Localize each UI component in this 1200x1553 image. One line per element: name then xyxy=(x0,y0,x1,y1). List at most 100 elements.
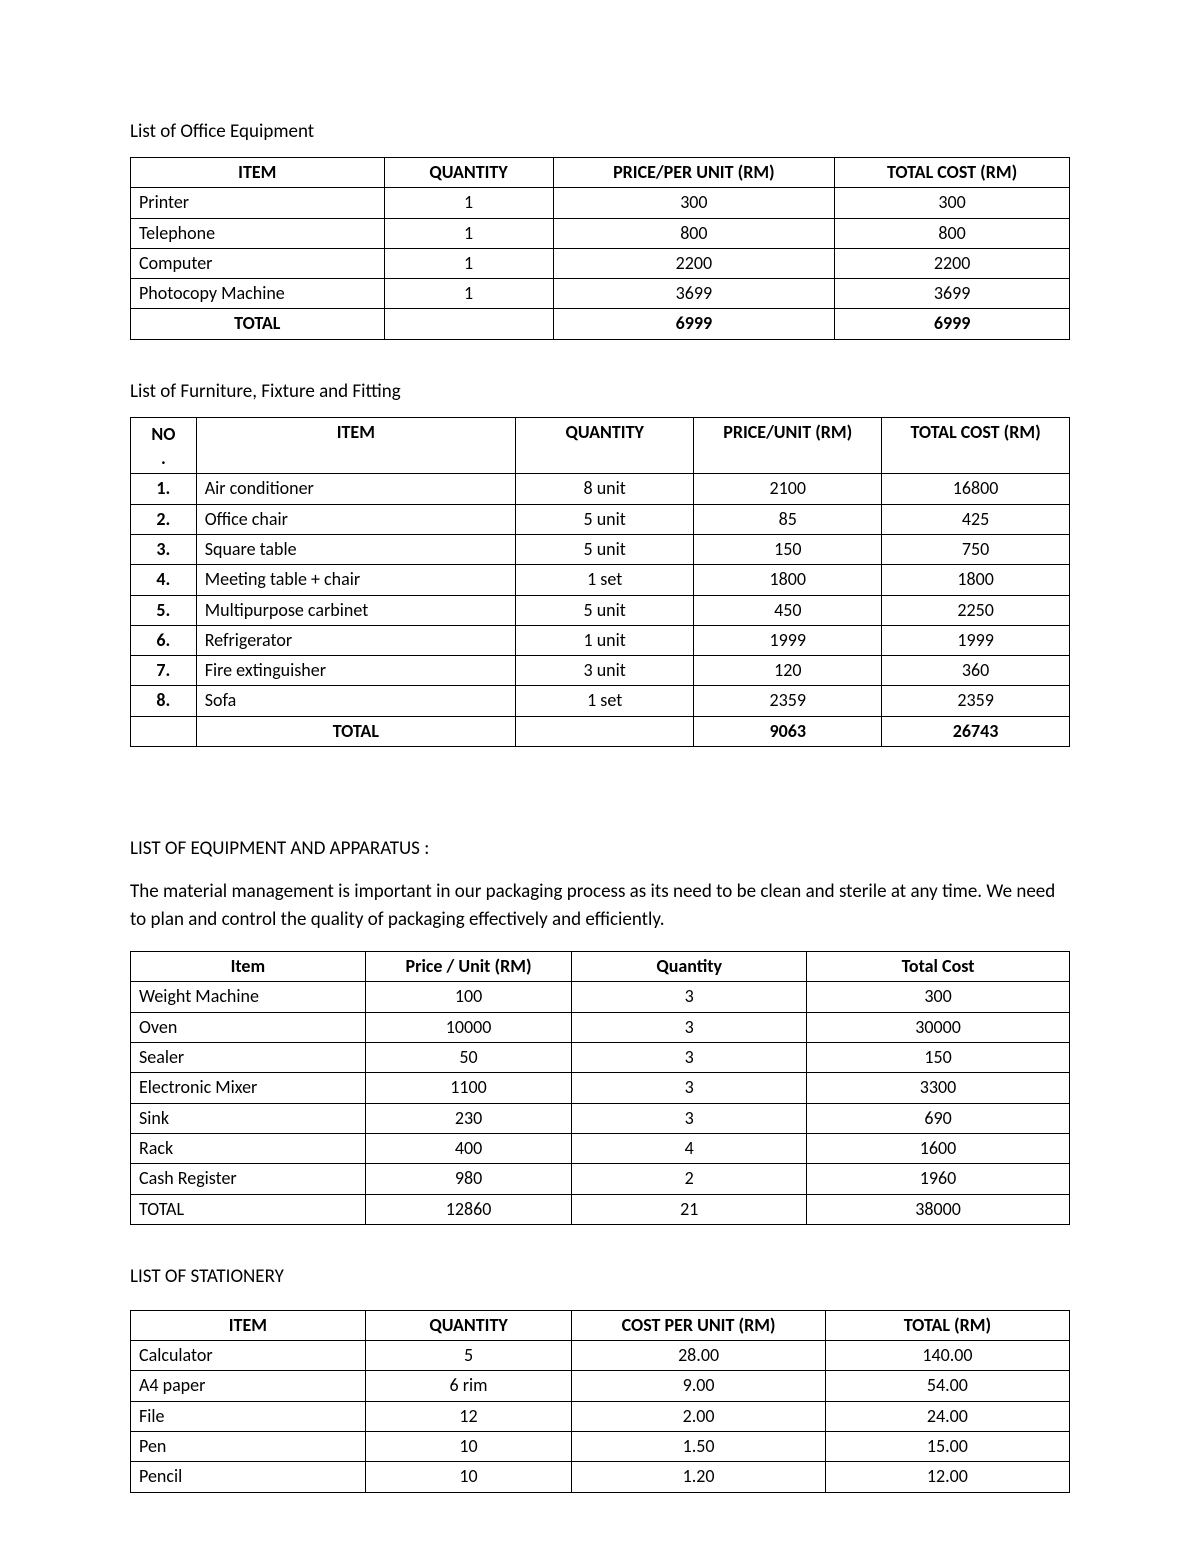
section3-paragraph: The material management is important in … xyxy=(130,878,1070,933)
total-cost: 38000 xyxy=(807,1194,1070,1224)
col-item: Item xyxy=(131,952,366,982)
cell: 8. xyxy=(131,686,197,716)
cell: 2. xyxy=(131,504,197,534)
cell: 6 rim xyxy=(365,1371,572,1401)
cell: A4 paper xyxy=(131,1371,366,1401)
cell: 3 xyxy=(572,1012,807,1042)
total-label: TOTAL xyxy=(131,1194,366,1224)
cell: 5 unit xyxy=(515,534,693,564)
total-price: 12860 xyxy=(365,1194,572,1224)
cell: Meeting table + chair xyxy=(196,565,515,595)
table-row: Photocopy Machine136993699 xyxy=(131,279,1070,309)
table-row: File122.0024.00 xyxy=(131,1401,1070,1431)
cell: 1 xyxy=(384,188,553,218)
cell: 15.00 xyxy=(825,1432,1069,1462)
cell: 360 xyxy=(882,656,1070,686)
cell: Office chair xyxy=(196,504,515,534)
cell: Refrigerator xyxy=(196,625,515,655)
cell: Printer xyxy=(131,188,385,218)
table-row: Electronic Mixer110033300 xyxy=(131,1073,1070,1103)
cell: 12.00 xyxy=(825,1462,1069,1492)
cell: 1100 xyxy=(365,1073,572,1103)
total-qty: 21 xyxy=(572,1194,807,1224)
cell: Sofa xyxy=(196,686,515,716)
cell: 150 xyxy=(807,1043,1070,1073)
total-qty-empty xyxy=(515,716,693,746)
total-qty-empty xyxy=(384,309,553,339)
total-row: TOTAL 12860 21 38000 xyxy=(131,1194,1070,1224)
cell: 9.00 xyxy=(572,1371,826,1401)
cell: 450 xyxy=(694,595,882,625)
cell: Cash Register xyxy=(131,1164,366,1194)
cell: 3300 xyxy=(807,1073,1070,1103)
cell: 5 unit xyxy=(515,504,693,534)
col-total: TOTAL COST (RM) xyxy=(882,417,1070,474)
section4-title: LIST OF STATIONERY xyxy=(130,1265,1070,1288)
table-row: Pencil101.2012.00 xyxy=(131,1462,1070,1492)
col-quantity: QUANTITY xyxy=(365,1310,572,1340)
col-price: Price / Unit (RM) xyxy=(365,952,572,982)
cell: 2359 xyxy=(694,686,882,716)
cell: 8 unit xyxy=(515,474,693,504)
table-row: 2.Office chair5 unit85425 xyxy=(131,504,1070,534)
table-row: 5.Multipurpose carbinet5 unit4502250 xyxy=(131,595,1070,625)
table-row: 6.Refrigerator1 unit19991999 xyxy=(131,625,1070,655)
cell: Photocopy Machine xyxy=(131,279,385,309)
col-price: COST PER UNIT (RM) xyxy=(572,1310,826,1340)
table-row: Sealer503150 xyxy=(131,1043,1070,1073)
table-row: Computer122002200 xyxy=(131,248,1070,278)
cell: 2100 xyxy=(694,474,882,504)
cell: 16800 xyxy=(882,474,1070,504)
cell: 6. xyxy=(131,625,197,655)
cell: 2359 xyxy=(882,686,1070,716)
cell: 1999 xyxy=(882,625,1070,655)
table-row: Rack40041600 xyxy=(131,1133,1070,1163)
cell: Square table xyxy=(196,534,515,564)
cell: 3 xyxy=(572,982,807,1012)
section3-title: LIST OF EQUIPMENT AND APPARATUS : xyxy=(130,837,1070,860)
cell: 28.00 xyxy=(572,1341,826,1371)
cell: 1 xyxy=(384,218,553,248)
cell: Multipurpose carbinet xyxy=(196,595,515,625)
cell: 2200 xyxy=(553,248,835,278)
cell: 3699 xyxy=(835,279,1070,309)
cell: Electronic Mixer xyxy=(131,1073,366,1103)
section2-title: List of Furniture, Fixture and Fitting xyxy=(130,380,1070,403)
table-row: 3.Square table5 unit150750 xyxy=(131,534,1070,564)
table-row: 7.Fire extinguisher3 unit120360 xyxy=(131,656,1070,686)
cell: 10000 xyxy=(365,1012,572,1042)
cell: 800 xyxy=(553,218,835,248)
cell: 3. xyxy=(131,534,197,564)
cell: 4. xyxy=(131,565,197,595)
col-price: PRICE/PER UNIT (RM) xyxy=(553,158,835,188)
cell: 1999 xyxy=(694,625,882,655)
cell: 10 xyxy=(365,1432,572,1462)
table-row: Pen101.5015.00 xyxy=(131,1432,1070,1462)
table-header-row: NO. ITEM QUANTITY PRICE/UNIT (RM) TOTAL … xyxy=(131,417,1070,474)
cell: 5. xyxy=(131,595,197,625)
cell: Computer xyxy=(131,248,385,278)
total-cost: 26743 xyxy=(882,716,1070,746)
cell: 1.20 xyxy=(572,1462,826,1492)
cell: Sealer xyxy=(131,1043,366,1073)
col-quantity: Quantity xyxy=(572,952,807,982)
cell: 3 xyxy=(572,1103,807,1133)
document-page: List of Office Equipment ITEM QUANTITY P… xyxy=(0,0,1200,1553)
col-quantity: QUANTITY xyxy=(515,417,693,474)
total-row: TOTAL 6999 6999 xyxy=(131,309,1070,339)
section1-title: List of Office Equipment xyxy=(130,120,1070,143)
cell: Telephone xyxy=(131,218,385,248)
cell: 3 xyxy=(572,1043,807,1073)
table-row: 4.Meeting table + chair1 set18001800 xyxy=(131,565,1070,595)
cell: 1. xyxy=(131,474,197,504)
table-row: Calculator528.00140.00 xyxy=(131,1341,1070,1371)
cell: 5 xyxy=(365,1341,572,1371)
table-row: Weight Machine1003300 xyxy=(131,982,1070,1012)
cell: 400 xyxy=(365,1133,572,1163)
cell: Rack xyxy=(131,1133,366,1163)
cell: 2250 xyxy=(882,595,1070,625)
col-no: NO. xyxy=(131,417,197,474)
cell: 690 xyxy=(807,1103,1070,1133)
cell: 120 xyxy=(694,656,882,686)
stationery-table: ITEM QUANTITY COST PER UNIT (RM) TOTAL (… xyxy=(130,1310,1070,1493)
